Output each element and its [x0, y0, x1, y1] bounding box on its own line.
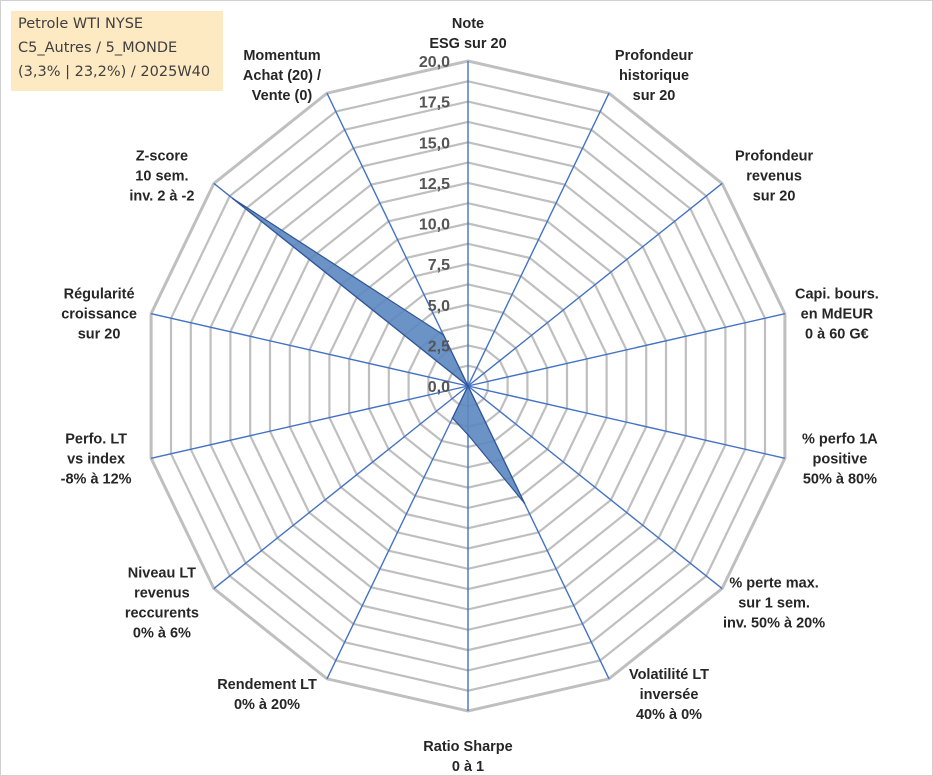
axis-label: Profondeur historique sur 20: [615, 48, 693, 104]
axis-spoke: [326, 385, 469, 680]
title-line-3: (3,3% | 23,2%) / 2025W40: [18, 64, 211, 80]
axis-label: % perfo 1A positive 50% à 80%: [802, 431, 878, 487]
axis-label-line: historique: [619, 68, 689, 84]
series-point: [523, 502, 526, 504]
axis-spoke: [150, 313, 469, 387]
axis-label-line: 0 à 60 G€: [805, 327, 869, 343]
axis-label-line: Momentum: [243, 48, 320, 64]
series-point: [451, 417, 454, 420]
radar-tick-labels: 0,0 2,5 5,0 7,5 10,0 12,5 15,0 17,5 20,0: [419, 54, 450, 396]
tick-label: 5,0: [428, 298, 450, 315]
axis-label: Z-score 10 sem. inv. 2 à -2: [129, 148, 194, 204]
axis-label-line: sur 20: [753, 188, 796, 204]
axis-label-line: sur 20: [633, 88, 676, 104]
axis-label: Perfo. LT vs index -8% à 12%: [61, 431, 132, 487]
series-point: [232, 197, 234, 200]
axis-label: Momentum Achat (20) / Vente (0): [243, 48, 321, 104]
axis-label-line: Capi. bours.: [795, 287, 879, 303]
axis-label: Volatilité LT inversée 40% à 0%: [629, 667, 709, 723]
axis-label-line: 0% à 6%: [133, 626, 191, 642]
axis-label-line: inv. 2 à -2: [129, 188, 194, 204]
title-line-1: Petrole WTI NYSE: [18, 16, 144, 32]
axis-label: Ratio Sharpe 0 à 1: [423, 739, 512, 775]
axis-label: Régularité croissance sur 20: [61, 287, 137, 343]
title-line-2: C5_Autres / 5_MONDE: [18, 40, 178, 56]
axis-label-line: sur 20: [78, 327, 121, 343]
axis-label-line: Ratio Sharpe: [423, 739, 512, 755]
tick-label: 12,5: [419, 176, 450, 193]
axis-label-line: Profondeur: [615, 48, 693, 64]
axis-label-line: sur 1 sem.: [738, 596, 810, 612]
series-point: [467, 434, 469, 436]
axis-label-line: Volatilité LT: [629, 667, 709, 683]
axis-label-line: Achat (20) /: [243, 68, 321, 84]
tick-label: 0,0: [428, 379, 450, 396]
chart-title-box: Petrole WTI NYSE C5_Autres / 5_MONDE (3,…: [11, 11, 223, 91]
axis-label-line: 0 à 1: [452, 759, 484, 775]
axis-spoke: [467, 182, 723, 387]
axis-label-line: revenus: [746, 168, 802, 184]
axis-label-line: 10 sem.: [135, 168, 188, 184]
series-point: [442, 334, 445, 336]
series-point: [467, 385, 469, 387]
axis-label: Note ESG sur 20: [429, 16, 506, 52]
axis-label-line: inversée: [640, 687, 699, 703]
axis-label: Rendement LT 0% à 20%: [217, 677, 317, 713]
tick-label: 17,5: [419, 95, 450, 112]
axis-label-line: Z-score: [136, 148, 188, 164]
axis-label-line: Régularité: [64, 287, 135, 303]
axis-spoke: [467, 385, 786, 459]
axis-label-line: 40% à 0%: [636, 707, 702, 723]
axis-label-line: 50% à 80%: [803, 471, 877, 487]
axis-label-line: inv. 50% à 20%: [723, 616, 825, 632]
axis-label-line: % perfo 1A: [802, 431, 878, 447]
axis-label-line: 0% à 20%: [234, 697, 300, 713]
axis-label-line: vs index: [67, 451, 125, 467]
axis-spoke: [213, 385, 469, 590]
axis-label: Niveau LT revenus reccurents 0% à 6%: [125, 566, 199, 642]
axis-label-line: Note: [452, 16, 484, 32]
tick-label: 10,0: [419, 217, 450, 234]
axis-spoke: [467, 385, 723, 590]
axis-spoke: [467, 313, 786, 387]
axis-label-line: positive: [813, 451, 868, 467]
axis-label-line: Profondeur: [735, 148, 813, 164]
axis-label-line: en MdEUR: [801, 307, 874, 323]
axis-label-line: Vente (0): [252, 88, 313, 104]
tick-label: 7,5: [428, 257, 450, 274]
axis-label: Profondeur revenus sur 20: [735, 148, 813, 204]
axis-label: Capi. bours. en MdEUR 0 à 60 G€: [795, 287, 879, 343]
tick-label: 2,5: [428, 338, 450, 355]
tick-label: 15,0: [419, 135, 450, 152]
axis-label-line: ESG sur 20: [429, 36, 506, 52]
axis-label-line: croissance: [61, 307, 137, 323]
axis-spoke: [467, 92, 610, 387]
axis-label-line: Rendement LT: [217, 677, 317, 693]
axis-label-line: reccurents: [125, 606, 199, 622]
axis-label-line: -8% à 12%: [61, 471, 132, 487]
axis-label-line: % perte max.: [729, 576, 818, 592]
series-area: [232, 198, 525, 504]
tick-label: 20,0: [419, 54, 450, 71]
axis-label: % perte max. sur 1 sem. inv. 50% à 20%: [723, 576, 825, 632]
axis-label-line: revenus: [134, 586, 190, 602]
axis-label-line: Niveau LT: [128, 566, 196, 582]
axis-label-line: Perfo. LT: [65, 431, 127, 447]
radar-series: [232, 197, 526, 504]
radar-axis-labels: Note ESG sur 20 Profondeur historique sur 20…: [61, 16, 879, 775]
axis-spoke: [150, 385, 469, 459]
